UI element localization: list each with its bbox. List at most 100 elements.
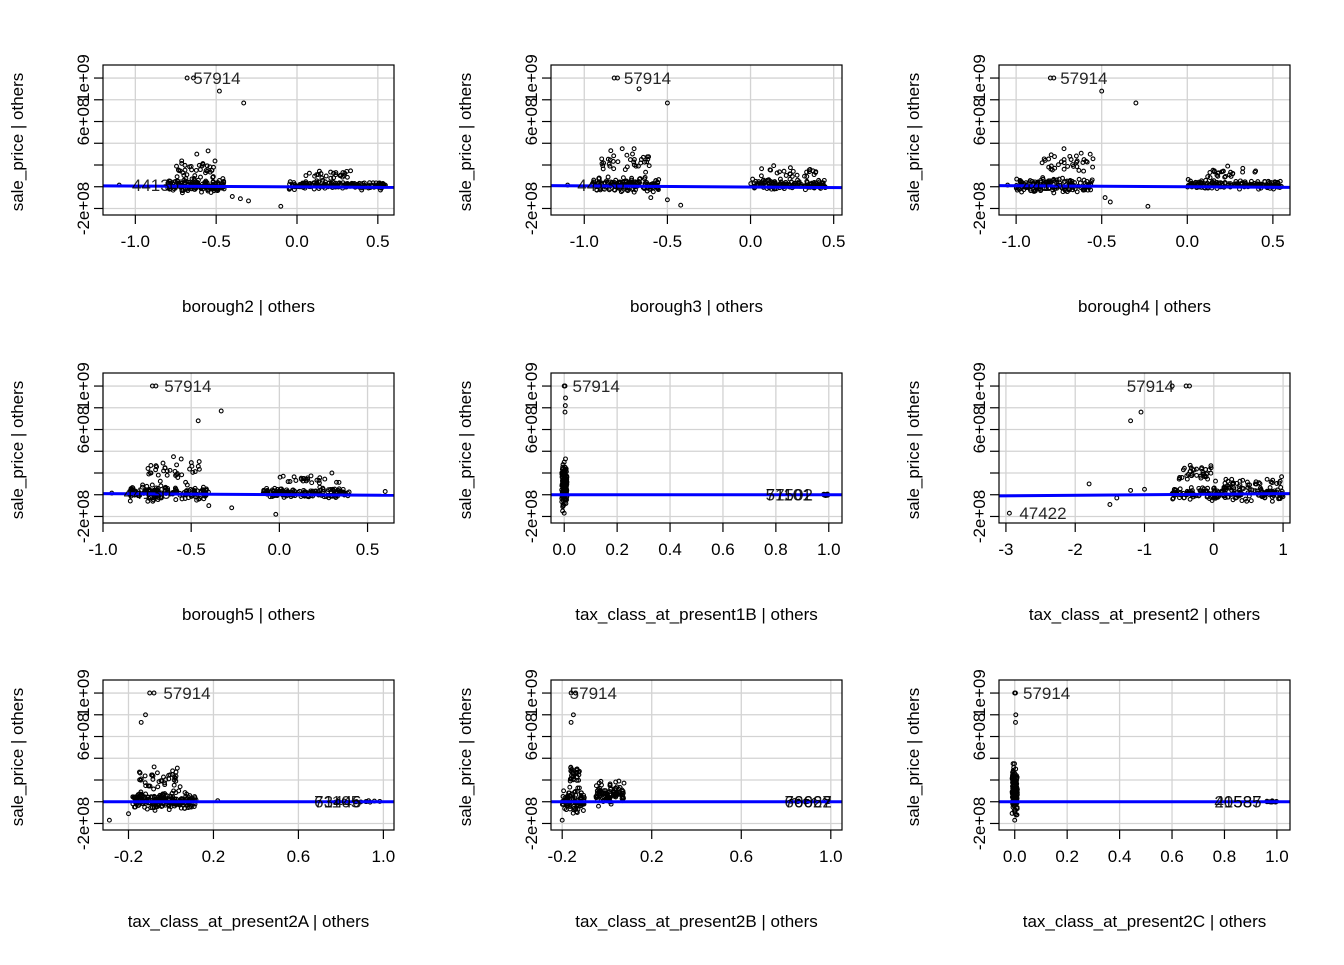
- data-point: [196, 466, 202, 472]
- data-point: [318, 171, 324, 177]
- x-tick-label: 0.0: [1003, 847, 1027, 866]
- data-point: [1133, 100, 1139, 106]
- data-point: [126, 811, 131, 817]
- data-point: [1264, 476, 1270, 482]
- data-point: [237, 196, 243, 202]
- data-point: [563, 395, 568, 401]
- y-tick-label: 1e+09: [522, 54, 541, 102]
- data-point: [1229, 476, 1235, 482]
- data-point: [1185, 177, 1191, 182]
- point-label: 57914: [163, 684, 210, 703]
- data-point: [568, 690, 574, 696]
- y-tick-label: 1e+09: [522, 669, 541, 717]
- data-point: [1090, 156, 1096, 162]
- x-tick-label: 0.0: [739, 232, 763, 251]
- data-point: [197, 167, 203, 173]
- data-point: [790, 168, 796, 174]
- data-point: [322, 476, 328, 482]
- data-point: [1211, 485, 1217, 491]
- data-point: [664, 197, 670, 203]
- data-point: [1012, 817, 1018, 823]
- data-point: [199, 163, 205, 169]
- data-point: [606, 187, 612, 193]
- point-label: 57914: [573, 377, 620, 396]
- data-point: [314, 172, 320, 178]
- data-point: [216, 88, 222, 94]
- data-point: [314, 181, 320, 186]
- data-point: [1177, 475, 1183, 481]
- plot-frame: [998, 64, 1291, 216]
- data-point: [1234, 480, 1240, 486]
- x-tick-label: 1.0: [819, 847, 843, 866]
- data-point: [264, 487, 270, 493]
- data-point: [594, 187, 600, 193]
- data-point: [563, 497, 568, 503]
- y-tick-label: 1e+09: [970, 669, 989, 717]
- plot-frame: [102, 64, 395, 216]
- data-point: [140, 482, 146, 488]
- data-point: [173, 497, 179, 503]
- data-point: [152, 807, 158, 813]
- data-point: [1244, 498, 1250, 504]
- data-point: [1061, 166, 1067, 172]
- data-point: [287, 479, 293, 484]
- data-point: [611, 153, 617, 159]
- data-point: [1169, 383, 1175, 389]
- data-point: [333, 170, 339, 176]
- data-point: [1039, 160, 1045, 166]
- x-tick-label: 0.6: [287, 847, 311, 866]
- data-points: [565, 75, 828, 208]
- data-point: [174, 765, 180, 771]
- y-tick-label: 6e+08: [970, 406, 989, 454]
- data-point: [320, 487, 326, 493]
- data-point: [1198, 473, 1203, 479]
- data-point: [178, 456, 184, 462]
- data-point: [311, 180, 317, 186]
- data-point: [1269, 480, 1275, 486]
- data-point: [329, 470, 335, 476]
- data-point: [277, 474, 283, 480]
- data-point: [144, 806, 150, 812]
- data-point: [176, 168, 182, 173]
- data-point: [646, 163, 652, 169]
- data-point: [606, 794, 612, 800]
- data-point: [159, 778, 165, 784]
- data-point: [138, 719, 144, 725]
- data-point: [611, 187, 617, 193]
- data-point: [205, 148, 211, 154]
- data-point: [1061, 160, 1067, 166]
- data-point: [607, 783, 613, 788]
- data-point: [1046, 164, 1052, 170]
- data-point: [1190, 466, 1196, 472]
- data-point: [1013, 788, 1019, 794]
- data-point: [1256, 480, 1262, 486]
- x-tick-label: -3: [998, 540, 1013, 559]
- data-point: [1170, 496, 1176, 502]
- data-point: [179, 472, 185, 478]
- data-point: [155, 795, 161, 801]
- data-point: [308, 473, 314, 479]
- data-point: [1014, 773, 1019, 779]
- data-point: [181, 172, 187, 178]
- data-point: [1077, 180, 1083, 186]
- data-point: [300, 478, 306, 484]
- data-point: [194, 151, 200, 157]
- data-point: [568, 719, 574, 725]
- x-tick-label: 0: [1209, 540, 1218, 559]
- data-point: [618, 189, 624, 195]
- data-point: [794, 172, 800, 178]
- data-point: [151, 764, 157, 770]
- data-point: [787, 165, 793, 171]
- data-point: [205, 188, 211, 194]
- x-axis-label: borough4 | others: [1078, 297, 1211, 316]
- data-point: [1145, 203, 1151, 209]
- data-point: [1220, 168, 1226, 174]
- data-point: [199, 189, 204, 195]
- y-tick-label: -2e+08: [74, 490, 93, 543]
- data-point: [1074, 189, 1080, 195]
- data-point: [1013, 781, 1019, 787]
- data-point: [1205, 174, 1211, 180]
